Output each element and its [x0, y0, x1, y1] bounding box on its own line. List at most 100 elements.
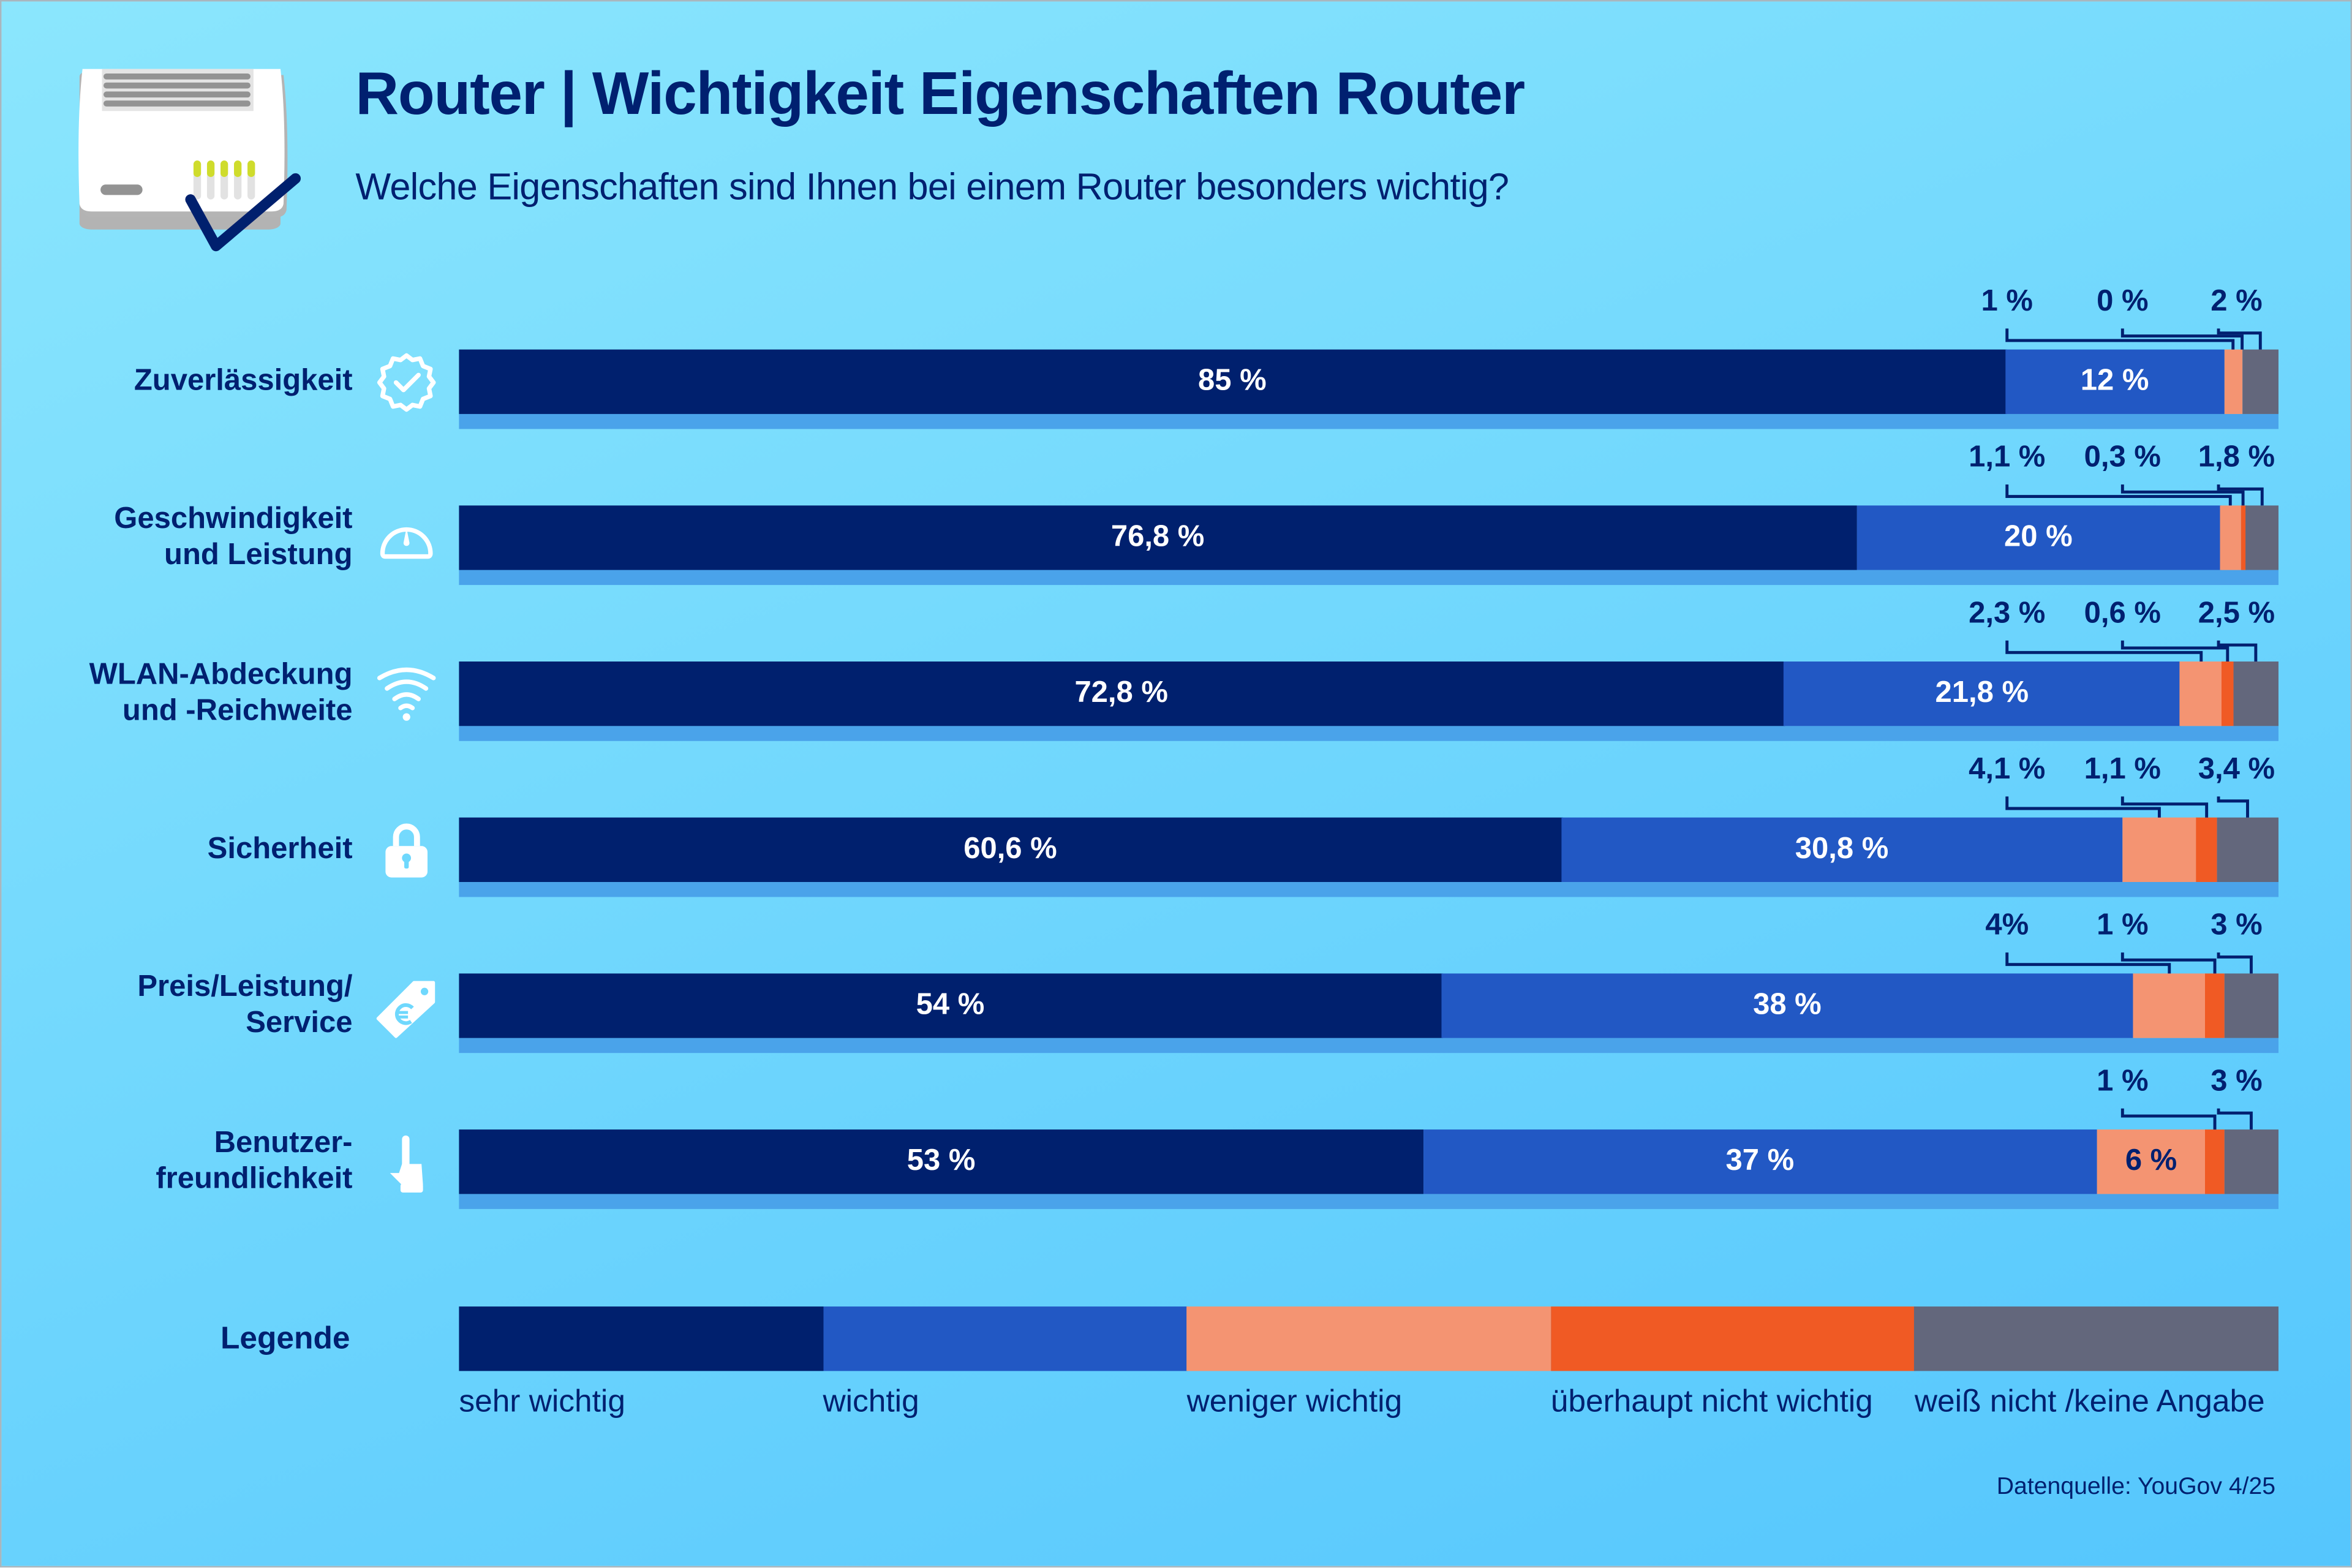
bar-segment-sehr-wichtig [459, 349, 2007, 414]
category-label-line: Sicherheit [207, 832, 353, 866]
annotation-label: 3 % [2211, 1065, 2263, 1098]
stacked-bar: 53 % 37 % 6 % [459, 1129, 2280, 1209]
category-label-line: Preis/Leistung/ [137, 970, 353, 1004]
bar-segment-weiß-nicht-keine-angabe [2216, 817, 2280, 883]
annotation-label: 0 % [2097, 285, 2149, 318]
bar-segment-sehr-wichtig [459, 662, 1785, 726]
annotation-label: 0,6 % [2084, 597, 2161, 630]
bar-segment-wichtig [1561, 817, 2123, 883]
euro-price-tag-icon [375, 975, 438, 1038]
bar-value-label: 6 % [2125, 1144, 2177, 1178]
category-label: Preis/Leistung/Service [137, 969, 352, 1041]
bar-segment-überhaupt-nicht-wichtig [2240, 505, 2247, 570]
legend-entry-label: weniger wichtig [1186, 1384, 1403, 1419]
annotation-label: 2 % [2211, 285, 2263, 318]
leader-line [2120, 1108, 2217, 1130]
annotation-label: 2,3 % [1969, 597, 2046, 630]
leader-line [2217, 484, 2264, 506]
bar-segment-wichtig [1783, 662, 2181, 726]
leader-line [2217, 640, 2258, 662]
annotation-label: 1 % [2097, 909, 2149, 942]
bar-segment-überhaupt-nicht-wichtig [2222, 662, 2234, 726]
category-label-line: WLAN-Abdeckung [89, 658, 353, 692]
category-label-line: Zuverlässigkeit [134, 364, 353, 398]
annotation-label: 4,1 % [1969, 753, 2046, 786]
category-label-line: und Leistung [164, 538, 353, 572]
leader-line [2120, 328, 2244, 350]
annotation-label: 1 % [1981, 285, 2033, 318]
annotation-label: 0,3 % [2084, 441, 2161, 474]
bar-segment-wichtig [1441, 973, 2134, 1038]
stacked-bar: 85 % 12 % [459, 349, 2280, 429]
bar-segment-weniger-wichtig [2096, 1129, 2207, 1194]
bar-segment-weniger-wichtig [2223, 349, 2243, 414]
category-label: Geschwindigkeit und Leistung [114, 501, 352, 573]
bar-value-label: 60,6 % [963, 832, 1057, 866]
bar-underline [459, 1038, 2279, 1054]
leader-line [2120, 796, 2209, 818]
bar-underline [459, 1194, 2279, 1209]
speedometer-icon [375, 507, 438, 570]
annotation-label: 1 % [2097, 1065, 2149, 1098]
legend-title: Legende [221, 1321, 350, 1356]
stacked-bar: 54 % 38 % [459, 973, 2280, 1054]
bar-segment-sehr-wichtig [459, 1129, 1425, 1194]
bar-value-label: 20 % [2004, 520, 2073, 554]
wifi-icon [375, 663, 438, 726]
badge-check-icon [375, 351, 438, 414]
router-check-logo-icon [78, 69, 301, 252]
category-label-line: und -Reichweite [122, 694, 353, 728]
bar-value-label: 30,8 % [1795, 832, 1889, 866]
category-label: Zuverlässigkeit [134, 363, 353, 399]
annotation-label: 2,5 % [2198, 597, 2275, 630]
bar-value-label: 37 % [1725, 1144, 1795, 1178]
bar-segment-weiß-nicht-keine-angabe [2233, 662, 2280, 726]
bar-segment-weiß-nicht-keine-angabe [2245, 505, 2280, 570]
bar-segment-überhaupt-nicht-wichtig [2196, 817, 2218, 883]
bar-segment-wichtig [1856, 505, 2222, 570]
bar-segment-weniger-wichtig [2122, 817, 2198, 883]
bar-underline [459, 726, 2279, 741]
legend-swatch [459, 1306, 824, 1371]
annotation-label: 3 % [2211, 909, 2263, 942]
bar-value-label: 54 % [916, 988, 985, 1022]
leader-line [2005, 952, 2171, 974]
legend-entry-label: sehr wichtig [459, 1384, 625, 1419]
chart-subtitle: Welche Eigenschaften sind Ihnen bei eine… [355, 166, 1509, 209]
data-source: Datenquelle: YouGov 4/25 [1996, 1474, 2276, 1500]
bar-value-label: 53 % [907, 1144, 976, 1178]
bar-segment-wichtig [1423, 1129, 2098, 1194]
bar-underline [459, 570, 2279, 586]
chart-title: Router | Wichtigkeit Eigenschaften Route… [355, 61, 1525, 128]
leader-line [2005, 796, 2161, 818]
leader-line [2217, 952, 2253, 974]
leader-line [2217, 328, 2262, 350]
leader-line [2005, 484, 2232, 506]
category-label-line: Benutzer- [214, 1126, 353, 1160]
legend-entry-label: wichtig [823, 1384, 919, 1419]
category-label-line: Service [246, 1006, 353, 1040]
category-label-line: freundlichkeit [156, 1162, 353, 1196]
category-label-line: Geschwindigkeit [114, 502, 353, 536]
leader-line [2120, 952, 2217, 974]
legend-swatch [1914, 1306, 2280, 1371]
bar-segment-weiß-nicht-keine-angabe [2223, 1129, 2280, 1194]
category-label: Sicherheit [208, 831, 353, 867]
bar-segment-wichtig [2005, 349, 2225, 414]
bar-value-label: 76,8 % [1110, 520, 1205, 554]
annotation-label: 1,1 % [1969, 441, 2046, 474]
bar-value-label: 72,8 % [1074, 676, 1168, 710]
bar-segment-weniger-wichtig [2133, 973, 2207, 1038]
bar-segment-überhaupt-nicht-wichtig [2206, 973, 2225, 1038]
legend-swatch [1186, 1306, 1551, 1371]
bar-segment-sehr-wichtig [459, 817, 1562, 883]
bar-value-label: 21,8 % [1935, 676, 2029, 710]
bar-segment-überhaupt-nicht-wichtig [2206, 1129, 2225, 1194]
bar-segment-weniger-wichtig [2180, 662, 2223, 726]
legend-entry-label: überhaupt nicht wichtig [1550, 1384, 1873, 1419]
stacked-bar: 60,6 % 30,8 % [459, 817, 2280, 897]
bar-segment-weiß-nicht-keine-angabe [2242, 349, 2280, 414]
pointing-hand-icon [375, 1131, 438, 1194]
leader-line [2005, 640, 2203, 662]
